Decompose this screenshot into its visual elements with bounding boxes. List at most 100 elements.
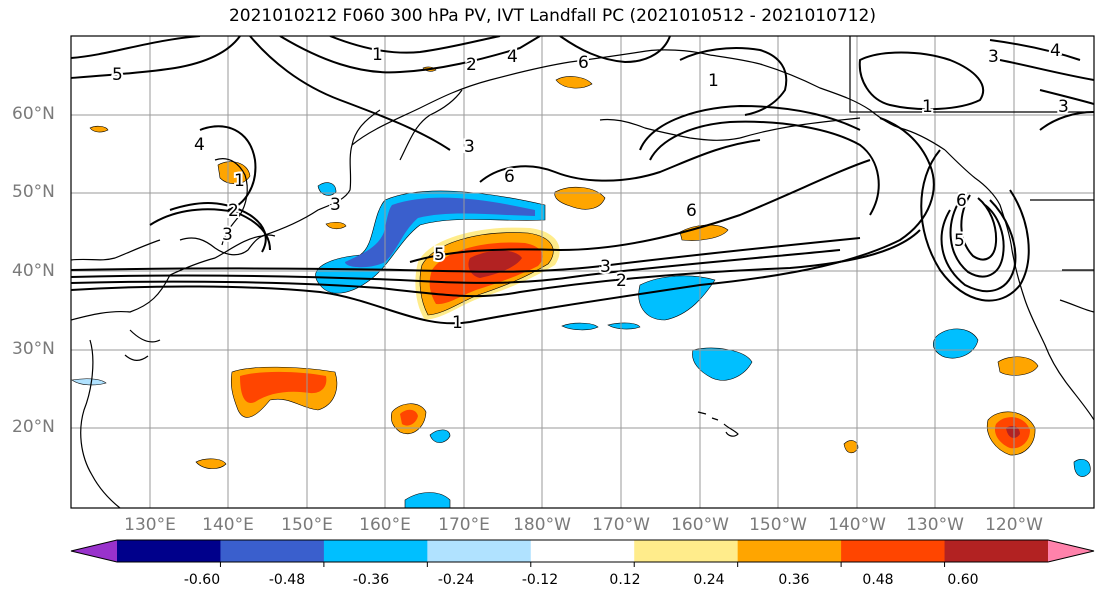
pv-contour-4 — [71, 237, 861, 273]
colorbar-tick-label: 0.60 — [947, 572, 979, 588]
graticule — [71, 36, 1094, 508]
colorbar-extension-low — [71, 540, 117, 562]
latitude-label: 40°N — [12, 261, 55, 281]
contour-label: 2 — [228, 201, 239, 221]
map-title: 2021010212 F060 300 hPa PV, IVT Landfall… — [228, 6, 876, 26]
pv-contour-2 — [71, 229, 921, 298]
contour-label: 1 — [372, 45, 383, 65]
negative-anomaly-region — [315, 190, 546, 294]
colorbar-segment — [737, 540, 842, 562]
negative-anomaly-region — [561, 322, 641, 331]
longitude-label: 140°E — [202, 515, 254, 535]
latitude-label: 30°N — [12, 339, 55, 359]
contour-label: 5 — [112, 65, 123, 85]
latitude-label: 50°N — [12, 182, 55, 202]
colorbar-extension-high — [1048, 540, 1094, 562]
pv-contour-3 — [71, 249, 841, 284]
contour-labels: 1 2 3 4 5 6 1 2 3 5 6 3 6 3 2 1 4 5 6 1 … — [110, 39, 1071, 335]
contour-label: 4 — [507, 47, 518, 67]
longitude-label: 170°W — [592, 515, 650, 535]
longitude-label: 140°W — [828, 515, 886, 535]
positive-anomaly-region — [555, 76, 593, 89]
pv-contours — [71, 36, 1094, 325]
longitude-label: 130°E — [124, 515, 176, 535]
pv-contour-16 — [329, 36, 501, 54]
colorbar-tick-label: -0.60 — [183, 572, 221, 588]
contour-label: 5 — [954, 231, 965, 251]
latitude-label: 20°N — [12, 417, 55, 437]
colorbar-segment — [427, 540, 532, 562]
pv-contour-21 — [989, 39, 1094, 105]
pv-contour-11 — [960, 194, 998, 261]
negative-anomaly-region — [932, 328, 979, 359]
positive-anomaly-region — [400, 409, 418, 426]
colorbar-segment — [323, 540, 428, 562]
pv-contour-19 — [199, 125, 257, 211]
colorbar-tick-label: 0.12 — [609, 572, 641, 588]
negative-anomaly-region — [404, 492, 451, 508]
longitude-label: 130°W — [906, 515, 964, 535]
pv-contour-23 — [679, 47, 788, 116]
colorbar — [70, 539, 1095, 567]
map-frame — [70, 35, 1095, 509]
positive-anomaly-region — [843, 440, 859, 454]
contour-label: 1 — [452, 313, 463, 333]
colorbar-segment — [220, 540, 325, 562]
pv-contour-14 — [279, 36, 541, 74]
pv-contour-22 — [559, 36, 671, 64]
positive-anomaly-region — [1006, 426, 1020, 438]
contour-label: 3 — [330, 195, 341, 215]
contour-label: 3 — [464, 137, 475, 157]
pv-contour-15 — [71, 36, 241, 79]
negative-anomaly-region — [345, 197, 535, 268]
pv-contour-5 — [409, 159, 871, 263]
pv-contour-8 — [639, 104, 861, 151]
negative-anomaly-region — [71, 378, 107, 386]
longitude-label: 180°W — [513, 515, 571, 535]
colorbar-tick-label: 0.24 — [693, 572, 725, 588]
colorbar-tick-label: -0.48 — [268, 572, 306, 588]
negative-anomaly-region — [638, 275, 716, 321]
positive-anomaly-region — [217, 161, 251, 185]
contour-label: 2 — [616, 271, 627, 291]
negative-anomaly-region — [1073, 459, 1091, 477]
contour-label: 3 — [988, 47, 999, 67]
contour-label: 4 — [194, 135, 205, 155]
positive-anomaly-region — [240, 371, 327, 403]
negative-anomaly-region — [692, 347, 753, 381]
contour-label: 3 — [1058, 97, 1069, 117]
contour-label: 6 — [686, 201, 697, 221]
positive-anomaly-region — [195, 458, 227, 469]
contour-label: 1 — [922, 97, 933, 117]
colorbar-segment — [117, 540, 221, 562]
contour-label: 5 — [434, 245, 445, 265]
positive-anomaly-region — [997, 356, 1039, 376]
contour-label: 2 — [466, 55, 477, 75]
pv-contour-20 — [858, 51, 985, 111]
colorbar-tick-label: 0.36 — [778, 572, 810, 588]
positive-anomaly-region — [554, 186, 606, 210]
contour-label: 6 — [956, 191, 967, 211]
longitude-label: 150°E — [281, 515, 333, 535]
contour-label: 3 — [600, 257, 611, 277]
map-plot-area: 1 2 3 4 5 6 1 2 3 5 6 3 6 3 2 1 4 5 6 1 … — [71, 36, 1094, 508]
pv-contour-18 — [149, 208, 271, 251]
colorbar-tick-label: 0.48 — [862, 572, 894, 588]
longitude-label: 170°E — [438, 515, 490, 535]
colorbar-segment — [841, 540, 946, 562]
latitude-label: 60°N — [12, 104, 55, 124]
pv-contour-9 — [940, 199, 1017, 293]
contour-label: 6 — [504, 167, 515, 187]
longitude-label: 160°W — [671, 515, 729, 535]
pv-contour-12 — [920, 149, 1030, 302]
contour-label: 1 — [708, 71, 719, 91]
contour-label: 1 — [234, 171, 245, 191]
pv-contour-7 — [649, 120, 880, 216]
colorbar-tick-label: -0.24 — [437, 572, 475, 588]
colorbar-outline — [70, 539, 1095, 563]
contour-label: 4 — [1050, 41, 1061, 61]
pv-contour-6 — [479, 139, 761, 183]
contour-label: 6 — [578, 53, 589, 73]
coastlines — [71, 36, 1094, 508]
